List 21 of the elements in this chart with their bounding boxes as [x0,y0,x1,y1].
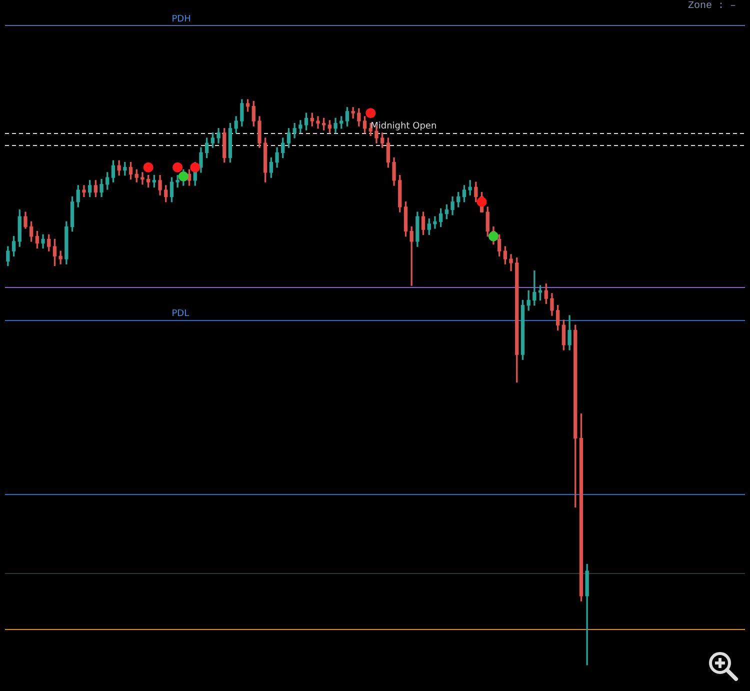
candlestick [140,172,144,185]
ref-line-label: Midnight Open [370,122,437,132]
ref-line-label: PDL [172,308,190,319]
point [190,162,200,172]
candlestick [532,270,536,306]
ref-line-label: PDH [172,14,191,24]
candlestick [351,107,355,119]
candlestick [316,116,320,129]
candlestick [433,216,437,229]
point [172,162,183,172]
candlestick [58,250,62,264]
candlestick [410,226,414,286]
point [143,162,154,172]
candlestick [82,185,86,198]
text: Zone : – [688,1,736,12]
point [476,196,487,207]
point [178,171,188,182]
point [366,108,376,118]
candlestick [176,174,180,188]
candlestick [468,180,472,196]
point [488,231,498,242]
